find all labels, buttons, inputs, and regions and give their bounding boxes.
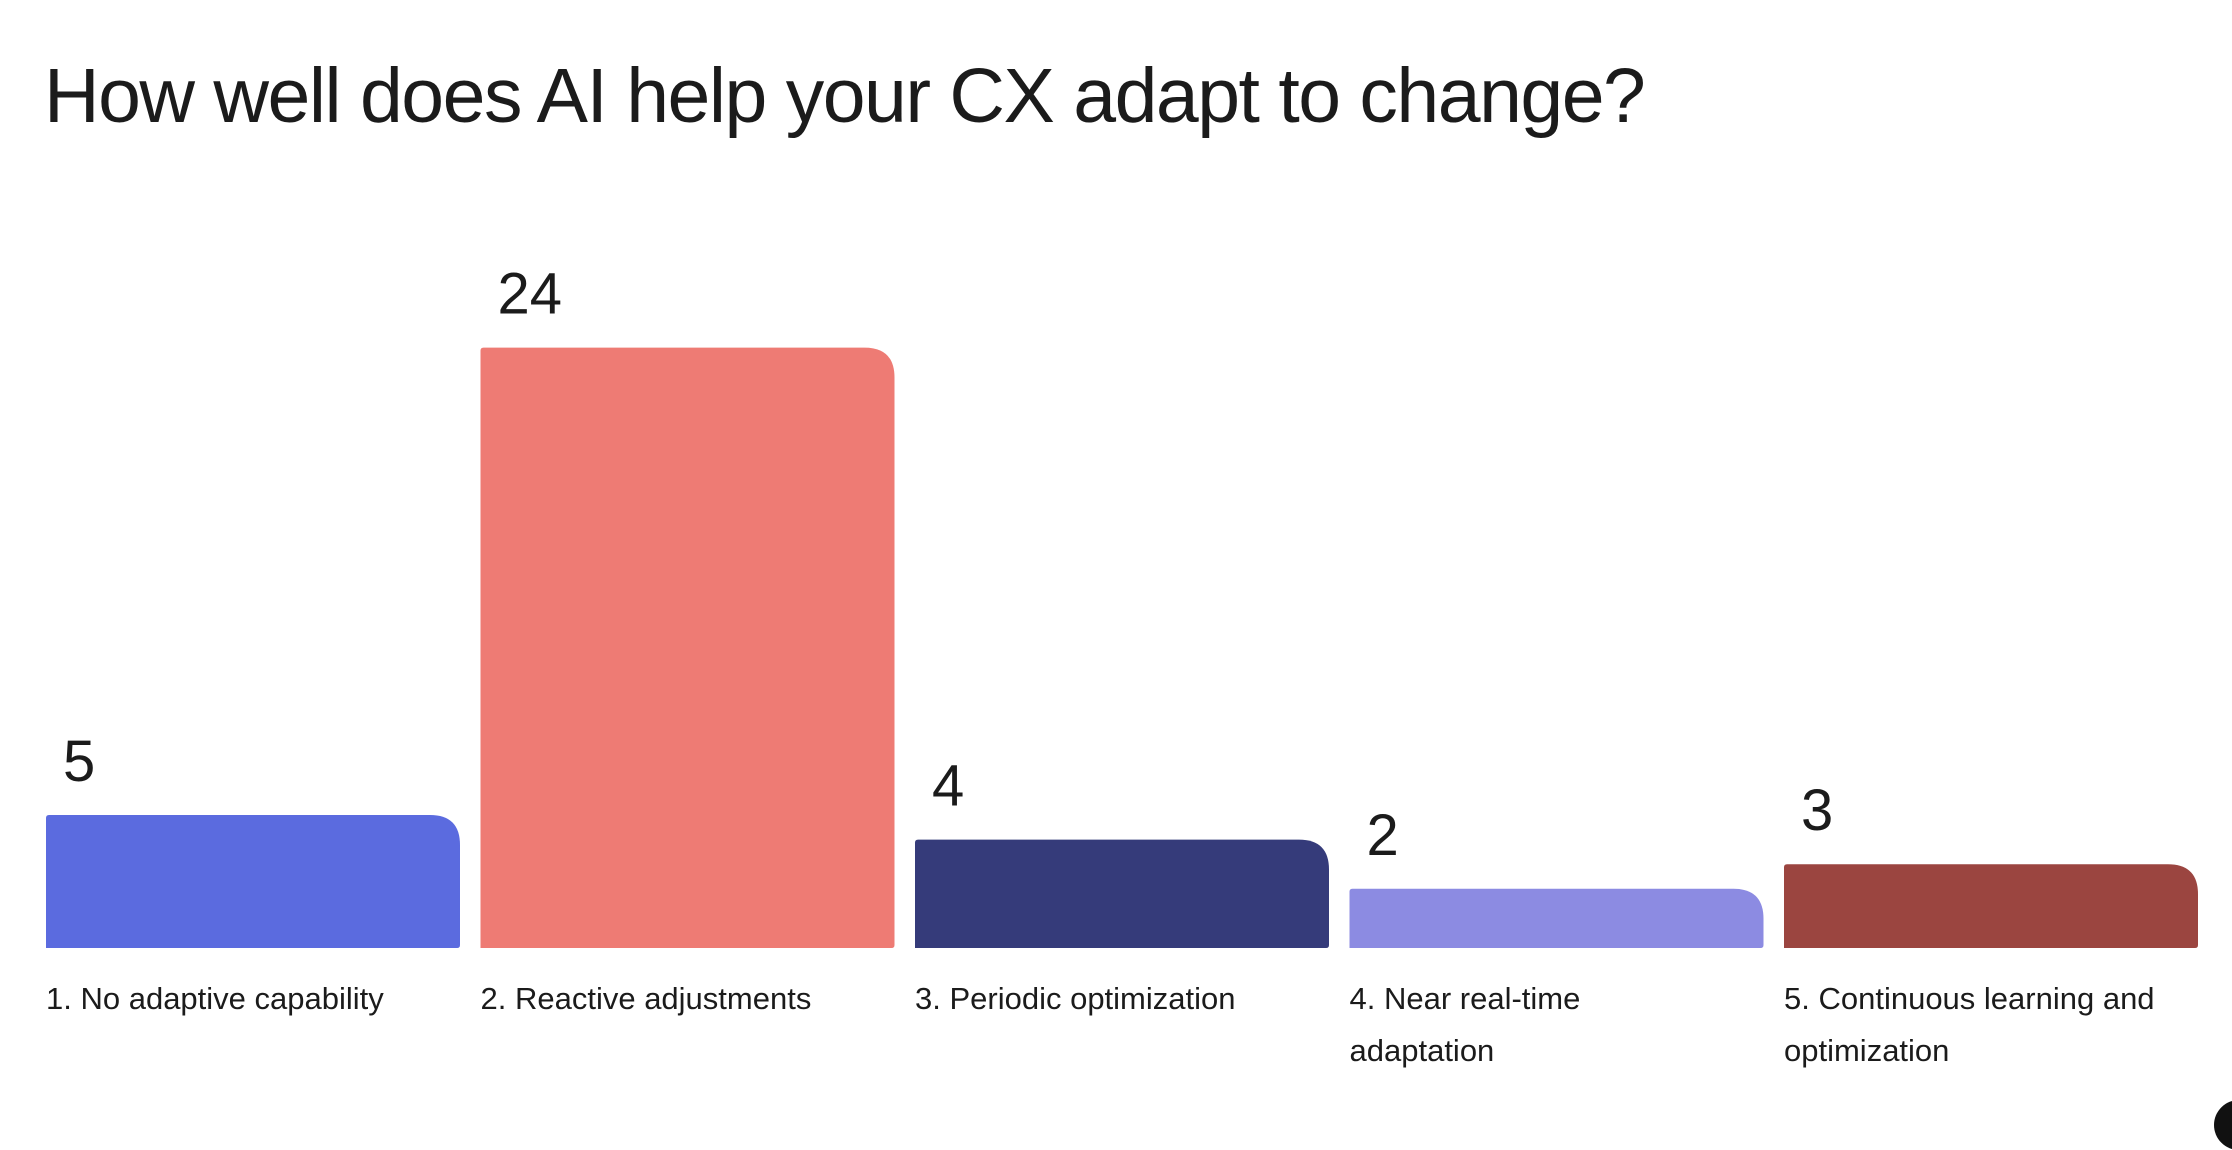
category-label: 4. Near real-time — [1350, 981, 1581, 1016]
bar-3 — [915, 839, 1329, 948]
value-label: 2 — [1367, 803, 1399, 868]
value-label: 4 — [932, 754, 964, 819]
bar-5 — [1784, 864, 2198, 948]
value-label: 3 — [1801, 778, 1833, 843]
bar-1 — [46, 815, 460, 948]
category-label: adaptation — [1350, 1033, 1495, 1068]
bar-2 — [480, 347, 895, 949]
value-label: 5 — [63, 729, 95, 794]
category-label: 1. No adaptive capability — [46, 981, 384, 1016]
value-label: 24 — [498, 262, 563, 327]
category-label: optimization — [1784, 1033, 1949, 1068]
bar-4 — [1349, 888, 1764, 948]
category-label: 3. Periodic optimization — [915, 981, 1236, 1016]
chart-title: How well does AI help your CX adapt to c… — [44, 53, 1646, 139]
category-label: 5. Continuous learning and — [1784, 981, 2155, 1016]
category-label: 2. Reactive adjustments — [481, 981, 812, 1016]
